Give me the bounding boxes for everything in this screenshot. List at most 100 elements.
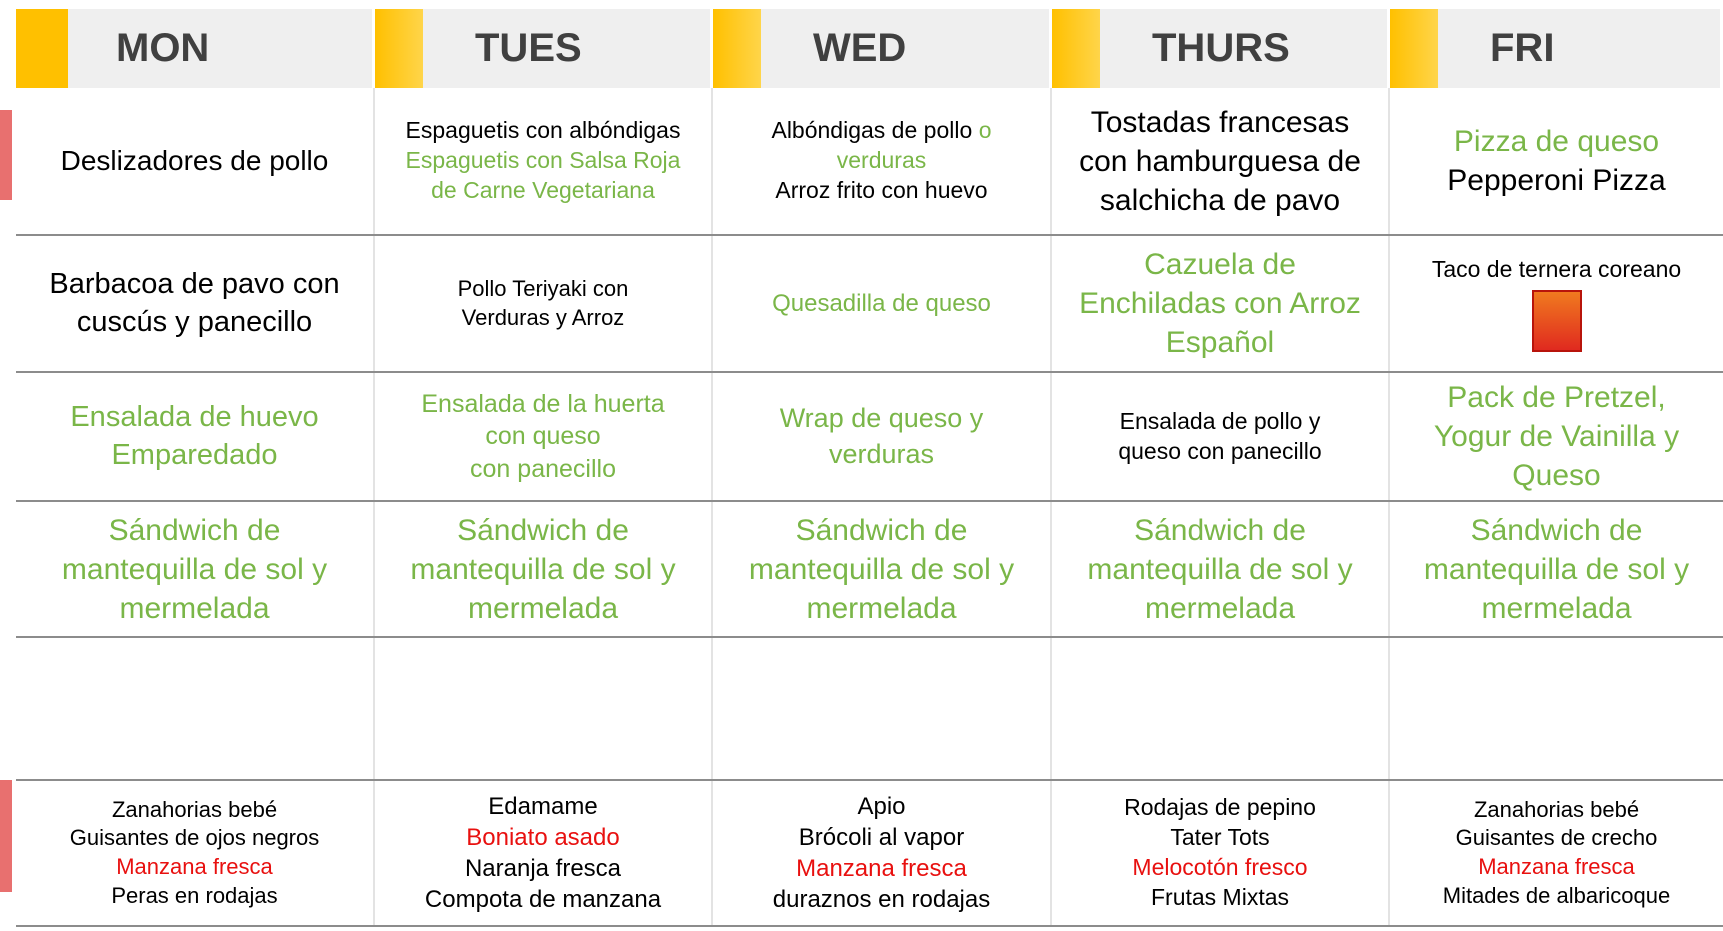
menu-line: queso con panecillo: [1118, 437, 1321, 467]
menu-text: Manzana fresca: [1478, 854, 1635, 879]
menu-line: mermelada: [468, 589, 618, 628]
menu-text: Compota de manzana: [424, 886, 662, 914]
side-marker: [0, 780, 12, 892]
menu-line: Edamame: [488, 791, 597, 822]
menu-text: o: [978, 117, 992, 144]
menu-cell: Apio Brócoli al vapor Manzana fresca durazn…: [713, 781, 1052, 925]
menu-text: Wrap de queso y: [779, 403, 984, 434]
menu-line: mantequilla de sol y: [410, 550, 675, 589]
menu-line: Deslizadores de pollo: [61, 143, 329, 179]
menu-line: Albóndigas de pollo o: [771, 116, 991, 146]
day-accent: [713, 9, 761, 88]
menu-cell: [713, 638, 1052, 779]
menu-text: Boniato asado: [466, 823, 620, 851]
menu-line: Frutas Mixtas: [1151, 883, 1289, 913]
day-accent: [16, 9, 68, 88]
day-header: THURS: [1052, 9, 1390, 88]
menu-text: mermelada: [1144, 591, 1296, 625]
menu-line: Manzana fresca: [116, 853, 273, 882]
menu-line: Sándwich de: [457, 511, 629, 550]
menu-line: Compota de manzana: [425, 884, 661, 915]
menu-text: Tostadas francesas: [1090, 105, 1350, 139]
menu-cell: Sándwich de mantequilla de sol y mermelada: [16, 502, 375, 636]
menu-line: Manzana fresca: [1478, 853, 1635, 882]
menu-text: Quesadilla de queso: [772, 289, 991, 317]
day-name: FRI: [1490, 26, 1555, 70]
menu-line: Pizza de queso: [1454, 122, 1659, 161]
menu-cell: Zanahorias bebé Guisantes de crecho Manzan…: [1390, 781, 1723, 925]
menu-line: Zanahorias bebé: [1474, 796, 1639, 825]
day-header: FRI: [1390, 9, 1723, 88]
menu-text: queso con panecillo: [1118, 437, 1322, 464]
menu-line: Pepperoni Pizza: [1447, 161, 1665, 200]
menu-text: duraznos en rodajas: [772, 886, 991, 914]
menu-line: Sándwich de: [796, 511, 968, 550]
day-accent: [1052, 9, 1100, 88]
menu-line: verduras: [837, 146, 926, 176]
menu-text: Arroz frito con huevo: [775, 176, 988, 203]
menu-text: Pack de Pretzel,: [1447, 381, 1666, 414]
menu-text: Queso: [1512, 459, 1601, 492]
menu-text: Frutas Mixtas: [1150, 883, 1290, 910]
menu-text: Espaguetis con Salsa Roja: [405, 147, 681, 174]
menu-text: Guisantes de ojos negros: [69, 825, 320, 851]
menu-line: Apio: [857, 791, 905, 822]
header-row: MON TUES WED THURS FRI: [16, 9, 1723, 88]
menu-text: Pizza de queso: [1453, 125, 1660, 158]
menu-cell: Deslizadores de pollo: [16, 88, 375, 234]
menu-cell: Pizza de queso Pepperoni Pizza: [1390, 88, 1723, 234]
menu-line: Wrap de queso y: [780, 401, 984, 436]
menu-line: Ensalada de huevo: [70, 399, 318, 437]
menu-line: Sándwich de: [1134, 511, 1306, 550]
menu-line: Espaguetis con Salsa Roja: [406, 146, 681, 176]
menu-row: Deslizadores de pollo Espaguetis con albó…: [16, 88, 1723, 236]
menu-line: mantequilla de sol y: [749, 550, 1014, 589]
day-header: TUES: [375, 9, 713, 88]
menu-cell: Sándwich de mantequilla de sol y mermelada: [375, 502, 713, 636]
menu-line: Melocotón fresco: [1132, 853, 1307, 883]
menu-text: mermelada: [119, 591, 270, 625]
menu-line: Sándwich de: [1471, 511, 1643, 550]
menu-text: Barbacoa de pavo con: [49, 267, 340, 300]
day-header: WED: [713, 9, 1052, 88]
menu-line: de Carne Vegetariana: [431, 176, 655, 206]
menu-text: Cazuela de: [1144, 248, 1296, 281]
menu-line: mermelada: [119, 589, 269, 628]
menu-line: Quesadilla de queso: [772, 288, 991, 319]
menu-text: Sándwich de: [108, 513, 281, 547]
menu-line: Brócoli al vapor: [799, 822, 964, 853]
menu-text: Taco de ternera coreano: [1431, 255, 1682, 282]
menu-text: Sándwich de: [795, 513, 968, 547]
menu-line: Sándwich de: [109, 511, 281, 550]
menu-line: Rodajas de pepino: [1124, 793, 1316, 823]
menu-text: Manzana fresca: [796, 855, 967, 882]
menu-text: mantequilla de sol y: [1423, 552, 1690, 586]
menu-row: Sándwich de mantequilla de sol y mermelada…: [16, 502, 1723, 638]
menu-text: Espaguetis con albóndigas: [405, 117, 681, 144]
menu-text: Tater Tots: [1170, 824, 1270, 851]
menu-cell: Zanahorias bebé Guisantes de ojos negros M…: [16, 781, 375, 925]
menu-text: mantequilla de sol y: [748, 552, 1015, 586]
menu-line: Tater Tots: [1170, 823, 1269, 853]
menu-cell: Cazuela de Enchiladas con Arroz Español: [1052, 236, 1390, 371]
menu-cell: Sándwich de mantequilla de sol y mermelada: [713, 502, 1052, 636]
promo-image: [1531, 290, 1582, 353]
menu-cell: Pollo Teriyaki con Verduras y Arroz: [375, 236, 713, 371]
menu-text: Emparedado: [111, 438, 278, 471]
menu-text: Sándwich de: [1134, 513, 1306, 547]
menu-line: Boniato asado: [466, 822, 619, 853]
menu-text: mantequilla de sol y: [61, 552, 328, 586]
menu-text: mantequilla de sol y: [410, 552, 676, 586]
menu-line: Ensalada de la huerta: [421, 388, 664, 421]
menu-text: Brócoli al vapor: [798, 823, 965, 851]
menu-cell: Ensalada de la huerta con queso con paneci…: [375, 373, 713, 500]
menu-cell: Rodajas de pepino Tater Tots Melocotón fre…: [1052, 781, 1390, 925]
menu-line: con hamburguesa de: [1079, 142, 1361, 181]
menu-cell: [16, 638, 375, 779]
menu-row: Barbacoa de pavo con cuscús y panecillo Po…: [16, 236, 1723, 373]
menu-line: Tostadas francesas: [1091, 103, 1349, 142]
menu-line: Enchiladas con Arroz: [1079, 284, 1361, 323]
menu-line: Manzana fresca: [796, 853, 967, 884]
menu-line: Español: [1166, 323, 1274, 362]
